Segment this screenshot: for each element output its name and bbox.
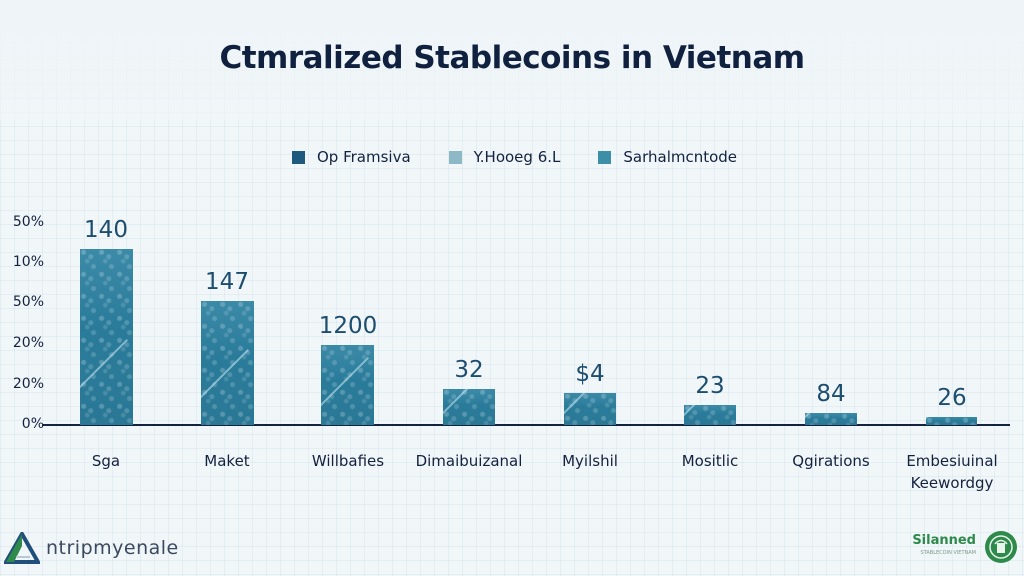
x-category-label: Dimaibuizanal [415, 452, 523, 470]
legend-label: Y.Hooeg 6.L [473, 148, 561, 166]
x-category-label: Myilshil [562, 452, 618, 470]
x-category-label: Embesiuinal Keewordgy [906, 452, 998, 492]
footer-logo-left: ntripmyenale [4, 532, 179, 564]
bar [80, 249, 133, 425]
bar-value-label: 140 [84, 217, 128, 243]
background-header-fade [0, 0, 1024, 120]
x-category-label: Qgirations [792, 452, 870, 470]
triangle-logo-icon [4, 532, 40, 564]
legend-swatch-icon [598, 150, 612, 164]
brand-subtext: STABLECOIN VIETNAM [920, 550, 976, 556]
chart-legend: Op Framsiva Y.Hooeg 6.L Sarhalmcntode [292, 148, 775, 166]
footer-brand-text: Silanned STABLECOIN VIETNAM [912, 534, 976, 560]
legend-item-1: Op Framsiva [292, 148, 411, 166]
footer-brand-right: Silanned STABLECOIN VIETNAM [912, 530, 1018, 564]
circular-seal-icon [985, 531, 1017, 563]
bar-value-label: 23 [695, 373, 725, 399]
bar [443, 389, 495, 425]
chart-title: Ctmralized Stablecoins in Vietnam [219, 40, 805, 76]
legend-label: Sarhalmcntode [623, 148, 738, 166]
legend-swatch-icon [292, 150, 305, 164]
footer-logo-text: ntripmyenale [46, 537, 179, 559]
legend-item-2: Y.Hooeg 6.L [448, 148, 561, 166]
y-tick-label: 0% [21, 416, 44, 432]
bar-value-label: $4 [575, 361, 605, 387]
x-axis-baseline [42, 424, 1010, 426]
y-tick-label: 20% [12, 335, 44, 351]
bar-value-label: 26 [937, 385, 967, 411]
bar-value-label: 1200 [318, 313, 378, 339]
bar [564, 393, 616, 425]
bar [201, 301, 254, 425]
x-category-label: Maket [204, 452, 250, 470]
bar-value-label: 32 [454, 357, 484, 383]
bar [805, 413, 857, 425]
legend-swatch-icon [448, 150, 462, 164]
x-category-label: Mositlic [681, 452, 739, 470]
y-tick-label: 50% [12, 214, 44, 230]
x-category-label: Sga [91, 452, 121, 470]
bar [321, 345, 374, 425]
y-tick-label: 20% [12, 376, 44, 392]
legend-label: Op Framsiva [317, 148, 411, 166]
y-tick-label: 50% [12, 294, 44, 310]
brand-name: Silanned [912, 533, 976, 548]
legend-item-3: Sarhalmcntode [598, 148, 737, 166]
y-tick-label: 10% [12, 254, 44, 270]
bar-value-label: 84 [816, 381, 846, 407]
x-category-label: Willbafies [311, 452, 385, 470]
bar [926, 417, 977, 425]
bar [684, 405, 736, 425]
bar-value-label: 147 [205, 269, 249, 295]
